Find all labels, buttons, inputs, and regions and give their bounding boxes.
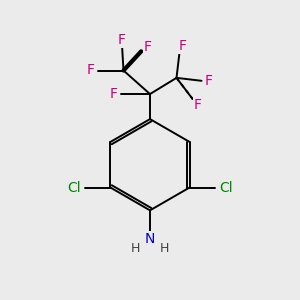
Text: N: N (145, 232, 155, 246)
Text: H: H (130, 242, 140, 255)
Text: F: F (194, 98, 202, 112)
Text: F: F (118, 33, 126, 46)
Text: F: F (144, 40, 152, 54)
Text: F: F (205, 74, 213, 88)
Text: F: F (178, 39, 186, 53)
Text: F: F (109, 87, 117, 101)
Text: F: F (87, 64, 95, 77)
Text: H: H (160, 242, 169, 255)
Text: Cl: Cl (219, 181, 232, 194)
Text: Cl: Cl (68, 181, 81, 194)
